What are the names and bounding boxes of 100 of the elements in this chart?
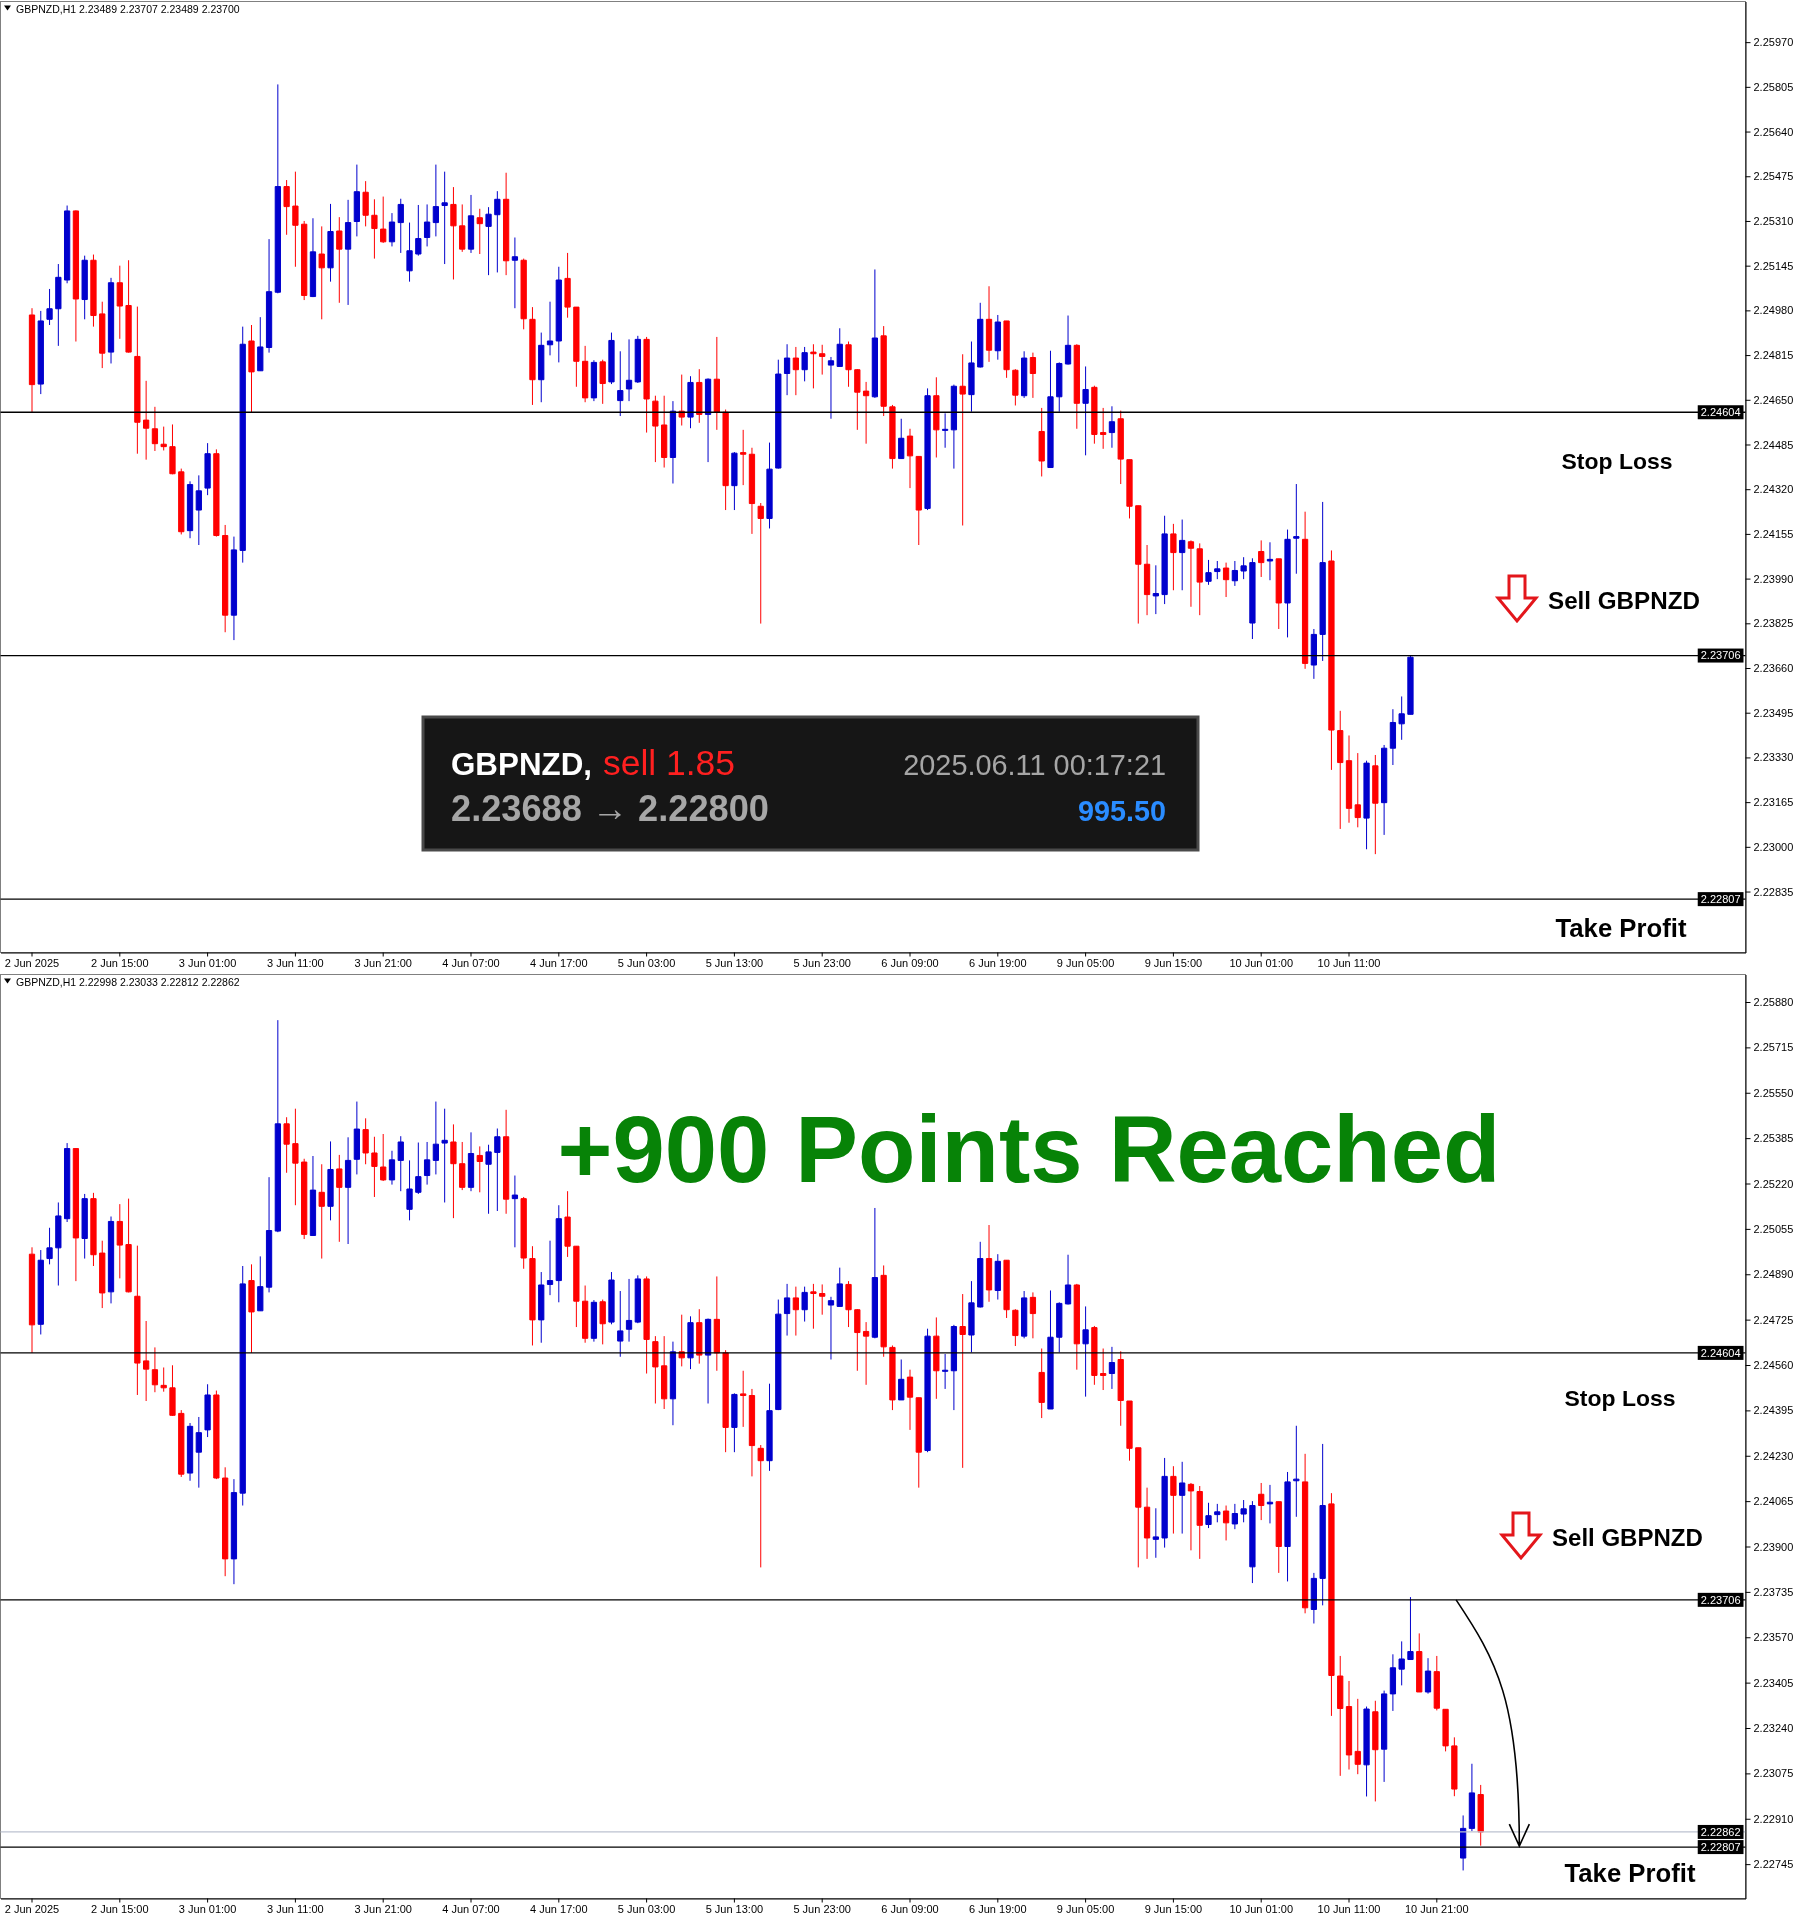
candlestick xyxy=(1222,1505,1230,1541)
candlestick xyxy=(941,412,949,449)
x-tick-label: 9 Jun 15:00 xyxy=(1144,957,1203,970)
candlestick xyxy=(151,1346,159,1393)
candlestick xyxy=(371,198,378,260)
candlestick xyxy=(397,198,404,254)
candlestick xyxy=(889,404,896,470)
y-tick-label: 2.22910 xyxy=(1753,1812,1794,1825)
candlestick xyxy=(608,1271,615,1325)
candlestick xyxy=(819,344,826,376)
candlestick xyxy=(1214,560,1221,580)
candlestick xyxy=(1143,1487,1151,1560)
x-tick-label: 3 Jun 21:00 xyxy=(354,957,412,970)
candlestick xyxy=(959,1293,966,1469)
candlestick xyxy=(968,1280,975,1353)
candlestick xyxy=(459,1141,466,1191)
candlestick xyxy=(248,324,255,413)
x-tick-label: 9 Jun 05:00 xyxy=(1056,957,1115,970)
candlestick xyxy=(573,306,580,388)
ref-line-label: 2.23706 xyxy=(1700,1593,1741,1606)
candlestick xyxy=(757,1444,764,1568)
candlestick xyxy=(222,524,229,633)
candlestick xyxy=(1258,1482,1265,1521)
candlestick xyxy=(46,1227,53,1265)
y-tick-label: 2.24230 xyxy=(1753,1449,1794,1462)
x-tick-label: 4 Jun 07:00 xyxy=(442,1903,500,1916)
candlestick xyxy=(520,258,527,330)
candlestick xyxy=(1012,368,1019,406)
candlestick xyxy=(1451,1736,1458,1797)
candlestick xyxy=(1433,1655,1440,1711)
candlestick xyxy=(178,468,185,535)
x-tick-label: 5 Jun 23:00 xyxy=(793,957,851,970)
candlestick xyxy=(669,400,677,484)
candlestick xyxy=(1143,544,1151,616)
candlestick xyxy=(1354,1698,1361,1775)
x-tick-label: 3 Jun 11:00 xyxy=(267,957,324,970)
candlestick xyxy=(432,164,440,237)
candlestick xyxy=(423,1141,431,1186)
candlestick xyxy=(748,1388,756,1477)
candlestick xyxy=(1363,1706,1370,1797)
candlestick xyxy=(1222,562,1230,598)
candlestick xyxy=(696,1308,703,1365)
candlestick xyxy=(90,1192,97,1267)
candlestick xyxy=(1380,744,1388,836)
y-tick-label: 2.23165 xyxy=(1753,796,1794,809)
y-tick-label: 2.23000 xyxy=(1753,840,1794,853)
candlestick xyxy=(1372,754,1379,855)
candlestick xyxy=(213,448,220,538)
candlestick xyxy=(775,359,782,470)
candlestick xyxy=(151,406,159,452)
candlestick xyxy=(502,172,510,276)
candlestick xyxy=(950,1324,958,1411)
candlestick xyxy=(274,83,281,294)
candlestick xyxy=(1442,1708,1449,1752)
candlestick xyxy=(1152,1507,1159,1559)
candlestick xyxy=(1161,515,1168,605)
candlestick xyxy=(1187,539,1195,608)
y-tick-label: 2.24320 xyxy=(1753,483,1794,496)
annotation: Sell GBPNZD xyxy=(1552,1524,1703,1551)
candlestick xyxy=(1135,505,1142,625)
candlestick xyxy=(1389,1653,1397,1712)
candlestick xyxy=(564,252,571,319)
candlestick xyxy=(757,502,764,625)
y-tick-label: 2.24560 xyxy=(1753,1359,1794,1372)
y-tick-label: 2.24650 xyxy=(1753,393,1794,406)
candlestick xyxy=(380,196,387,244)
y-tick-label: 2.25880 xyxy=(1753,996,1794,1009)
candlestick xyxy=(740,429,747,486)
candlestick xyxy=(353,164,360,237)
candlestick xyxy=(441,1108,448,1203)
candlestick xyxy=(55,263,62,347)
candlestick xyxy=(63,1142,71,1223)
candlestick xyxy=(90,254,97,328)
candlestick xyxy=(898,418,905,460)
candlestick xyxy=(1056,361,1063,413)
candlestick xyxy=(766,442,773,529)
y-tick-label: 2.23825 xyxy=(1753,617,1794,630)
candlestick xyxy=(713,336,720,431)
candlestick xyxy=(555,266,562,363)
x-tick-label: 3 Jun 21:00 xyxy=(354,1903,412,1916)
candlestick xyxy=(309,1155,317,1237)
chart-title: GBPNZD,H1 2.23489 2.23707 2.23489 2.23700 xyxy=(16,2,240,15)
x-tick-label: 2 Jun 15:00 xyxy=(91,1903,149,1916)
candlestick xyxy=(1170,523,1177,591)
candlestick xyxy=(1021,1290,1028,1339)
y-tick-label: 2.23240 xyxy=(1753,1722,1794,1735)
y-tick-label: 2.24815 xyxy=(1753,349,1794,362)
candlestick xyxy=(1416,1632,1423,1693)
y-tick-label: 2.25055 xyxy=(1753,1222,1794,1235)
candlestick xyxy=(1029,1291,1037,1339)
candlestick xyxy=(143,1320,150,1402)
candlestick xyxy=(55,1201,62,1287)
candlestick xyxy=(1301,1453,1309,1614)
candlestick xyxy=(239,1265,246,1507)
candlestick xyxy=(985,1224,993,1303)
candlestick xyxy=(704,377,712,463)
candlestick xyxy=(625,1278,633,1343)
ref-line-label: 2.22862 xyxy=(1700,1825,1741,1838)
candlestick xyxy=(827,356,835,420)
y-tick-label: 2.23990 xyxy=(1753,572,1794,585)
